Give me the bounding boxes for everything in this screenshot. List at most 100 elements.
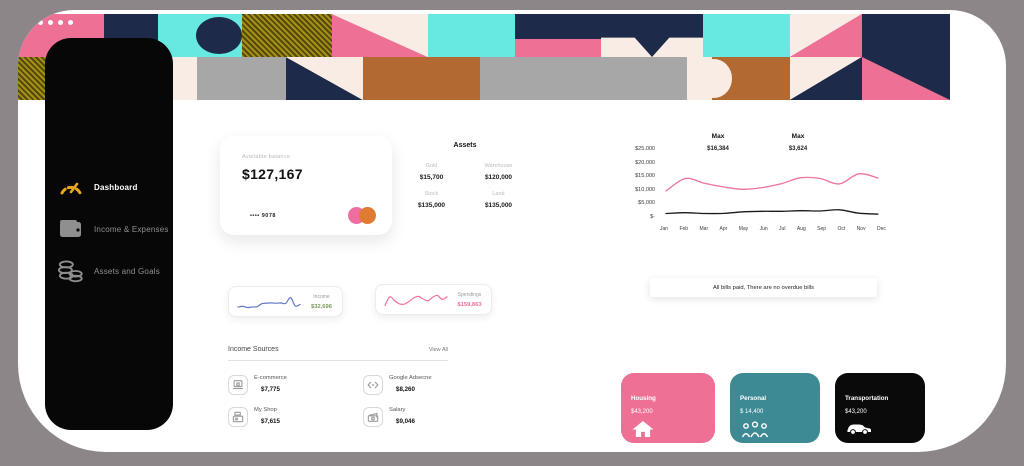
expense-value: $43,200 xyxy=(845,409,867,415)
view-all-link[interactable]: View All xyxy=(428,347,448,353)
banner-shape xyxy=(363,57,480,100)
expense-card-housing[interactable]: Housing $43,200 xyxy=(621,373,715,443)
sidebar-item-assets-goals[interactable]: Assets and Goals xyxy=(45,250,173,292)
expense-card-transportation[interactable]: Transportation $43,200 xyxy=(835,373,925,443)
expense-label: Personal xyxy=(740,395,767,402)
dot-ornament xyxy=(28,20,88,28)
spending-label: Spendings xyxy=(457,291,482,298)
spending-value: $159,863 xyxy=(457,301,482,308)
sidebar: Dashboard Income & Expenses xyxy=(45,38,173,430)
x-tick: Sep xyxy=(817,226,827,232)
balance-label: Available balance xyxy=(242,154,291,160)
income-source-item[interactable]: Google Adsecne $8,260 xyxy=(363,375,448,395)
x-tick: Feb xyxy=(679,226,689,232)
max-value: $16,384 xyxy=(707,146,729,152)
expense-label: Transportation xyxy=(845,395,889,402)
income-source-name: Google Adsecne xyxy=(389,375,432,381)
y-tick: $10,000 xyxy=(635,186,655,193)
banner-shape xyxy=(712,59,732,98)
sidebar-item-label: Income & Expenses xyxy=(94,224,169,234)
banner-shape xyxy=(480,57,687,100)
income-label: Income xyxy=(313,293,330,300)
x-tick: Jun xyxy=(759,226,768,232)
asset-item: Gold $15,700 xyxy=(400,163,463,181)
balance-card: Available balance $127,167 •••• 9078 xyxy=(220,136,392,235)
mastercard-icon xyxy=(348,207,378,225)
expense-value: $43,200 xyxy=(631,409,653,415)
banner-shape xyxy=(286,57,363,100)
income-source-name: My Shop xyxy=(254,407,277,413)
asset-value: $135,000 xyxy=(417,202,446,209)
max-label: Max xyxy=(791,133,805,140)
x-tick: Mar xyxy=(699,226,709,232)
banner-shape xyxy=(332,14,428,57)
banner-shape xyxy=(515,14,601,39)
chart-y-axis: $25,000 $20,000 $15,000 $10,000 $5,000 $… xyxy=(595,146,655,220)
cash-icon xyxy=(363,407,383,427)
banner-shape xyxy=(242,14,332,57)
bills-status-banner: All bills paid, There are no overdue bil… xyxy=(650,278,877,297)
expense-value: $ 14,400 xyxy=(740,409,764,415)
chart-x-axis: Jan Feb Mar Apr May Jun Jul Aug Sep Oct … xyxy=(660,226,886,232)
sidebar-item-label: Assets and Goals xyxy=(94,266,160,276)
asset-item: Stock $135,000 xyxy=(400,191,463,209)
wallet-icon xyxy=(57,216,85,242)
income-source-name: Salary xyxy=(389,407,406,413)
income-source-name: E-commerce xyxy=(254,375,287,381)
income-summary-card: Income $32,696 xyxy=(228,286,343,317)
banner-shape xyxy=(428,14,515,57)
asset-name: Gold xyxy=(425,163,438,169)
banner-shape xyxy=(515,39,601,57)
income-source-item[interactable]: Salary $9,046 xyxy=(363,407,448,427)
y-tick: $5,000 xyxy=(638,200,655,207)
income-sources-panel: Income Sources View All E-commerce $7,77… xyxy=(228,346,448,427)
income-sparkline xyxy=(237,296,301,308)
banner-shape xyxy=(687,57,712,100)
spending-sparkline xyxy=(384,294,448,306)
spending-summary-card: Spendings $159,863 xyxy=(375,284,492,315)
max-value: $3,624 xyxy=(788,146,808,152)
x-tick: Aug xyxy=(796,226,806,232)
house-icon xyxy=(631,420,715,438)
coins-icon xyxy=(57,258,85,284)
gauge-icon xyxy=(57,174,85,200)
sidebar-item-income-expenses[interactable]: Income & Expenses xyxy=(45,208,173,250)
asset-value: $120,000 xyxy=(484,174,513,181)
asset-value: $135,000 xyxy=(484,202,513,209)
income-value: $32,696 xyxy=(311,303,332,310)
bills-status-text: All bills paid, There are no overdue bil… xyxy=(712,284,815,291)
y-tick: $20,000 xyxy=(635,159,655,166)
x-tick: May xyxy=(738,226,749,232)
asset-name: Warehouse xyxy=(484,163,513,169)
y-tick: $15,000 xyxy=(635,173,655,180)
expense-label: Housing xyxy=(631,395,656,402)
banner-shape xyxy=(196,17,242,54)
income-source-item[interactable]: My Shop $7,615 xyxy=(228,407,363,427)
sidebar-item-dashboard[interactable]: Dashboard xyxy=(45,166,173,208)
asset-value: $15,700 xyxy=(419,174,444,181)
banner-shape xyxy=(790,57,862,100)
asset-name: Stock xyxy=(424,191,439,197)
shop-icon xyxy=(228,407,248,427)
income-source-value: $9,046 xyxy=(396,418,415,425)
sidebar-item-label: Dashboard xyxy=(94,182,138,192)
banner-shape xyxy=(790,14,862,57)
spending-income-chart: Max $16,384 Max $3,624 $25,000 $20,000 $… xyxy=(578,128,908,250)
income-source-value: $8,260 xyxy=(396,386,415,393)
car-icon xyxy=(845,420,925,438)
expense-card-personal[interactable]: Personal $ 14,400 xyxy=(730,373,820,443)
max-label: Max xyxy=(711,133,725,140)
y-tick: $25,000 xyxy=(635,146,655,152)
chart-max-annotation: Max $16,384 xyxy=(698,133,738,152)
code-arrows-icon xyxy=(363,375,383,395)
banner-shape xyxy=(197,57,462,100)
app-window: Dashboard Income & Expenses xyxy=(18,10,1006,452)
assets-title: Assets xyxy=(453,142,477,149)
x-tick: Jan xyxy=(660,226,669,232)
income-source-value: $7,615 xyxy=(261,418,280,425)
income-source-item[interactable]: E-commerce $7,775 xyxy=(228,375,363,395)
banner-shape xyxy=(703,14,790,57)
assets-panel: Assets Gold $15,700 Warehouse $120,000 S… xyxy=(400,142,530,209)
asset-item: Warehouse $120,000 xyxy=(467,163,530,181)
